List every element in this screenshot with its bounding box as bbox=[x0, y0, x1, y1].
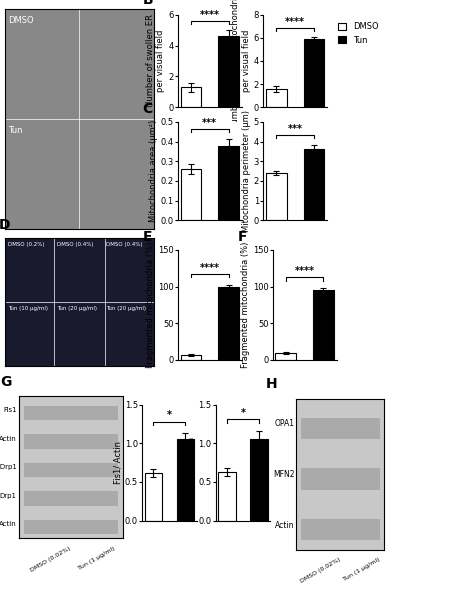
Text: ****: **** bbox=[200, 263, 220, 273]
FancyBboxPatch shape bbox=[24, 434, 118, 449]
Bar bbox=[218, 287, 239, 360]
Text: DMSO (0.4%): DMSO (0.4%) bbox=[57, 242, 93, 247]
FancyBboxPatch shape bbox=[24, 520, 118, 534]
Bar bbox=[266, 173, 287, 220]
Text: Tun (20 µg/ml): Tun (20 µg/ml) bbox=[106, 306, 146, 311]
Bar bbox=[177, 439, 194, 521]
Legend: DMSO, Tun: DMSO, Tun bbox=[335, 19, 382, 48]
Bar bbox=[218, 146, 239, 220]
Bar bbox=[181, 169, 201, 220]
Text: B: B bbox=[143, 0, 153, 8]
Bar bbox=[313, 290, 334, 360]
Text: OPA1: OPA1 bbox=[274, 419, 294, 428]
Text: DMSO: DMSO bbox=[8, 15, 33, 24]
Text: Tun (1 μg/ml): Tun (1 μg/ml) bbox=[343, 556, 381, 581]
Text: DMSO (0.02%): DMSO (0.02%) bbox=[29, 546, 71, 573]
Text: *: * bbox=[240, 408, 246, 418]
Y-axis label: p-Drp1/Actin: p-Drp1/Actin bbox=[187, 436, 196, 489]
Text: p-Drp1: p-Drp1 bbox=[0, 464, 17, 470]
FancyBboxPatch shape bbox=[24, 463, 118, 477]
Text: DMSO (0.02%): DMSO (0.02%) bbox=[300, 556, 342, 584]
FancyBboxPatch shape bbox=[301, 468, 380, 490]
Y-axis label: Number of swollen ER
per visual field: Number of swollen ER per visual field bbox=[146, 14, 165, 108]
Bar bbox=[275, 353, 296, 360]
Y-axis label: Number of swollen mitochondria
per visual field: Number of swollen mitochondria per visua… bbox=[231, 0, 251, 130]
Text: Actin: Actin bbox=[275, 521, 294, 530]
Bar bbox=[181, 355, 201, 360]
Text: C: C bbox=[143, 102, 153, 116]
Text: Tun (1 μg/ml): Tun (1 μg/ml) bbox=[78, 546, 117, 571]
Text: Actin: Actin bbox=[0, 436, 17, 441]
Text: ****: **** bbox=[200, 10, 220, 20]
Text: ***: *** bbox=[288, 124, 302, 134]
Text: MFN2: MFN2 bbox=[273, 470, 294, 479]
Text: Tun (20 µg/ml): Tun (20 µg/ml) bbox=[57, 306, 97, 311]
Text: ***: *** bbox=[202, 118, 217, 128]
Text: DMSO (0.4%): DMSO (0.4%) bbox=[106, 242, 143, 247]
Y-axis label: Fragmented mitochondria (%): Fragmented mitochondria (%) bbox=[146, 242, 155, 368]
Bar bbox=[181, 87, 201, 107]
FancyBboxPatch shape bbox=[301, 418, 380, 439]
Text: ****: **** bbox=[285, 17, 305, 27]
Text: Tun (10 µg/ml): Tun (10 µg/ml) bbox=[8, 306, 48, 311]
FancyBboxPatch shape bbox=[301, 519, 380, 540]
Y-axis label: Fragmented mitochondria (%): Fragmented mitochondria (%) bbox=[241, 242, 250, 368]
Bar bbox=[250, 439, 268, 521]
FancyBboxPatch shape bbox=[24, 406, 118, 420]
Bar bbox=[218, 472, 236, 521]
Y-axis label: Mitochondria area (μm²): Mitochondria area (μm²) bbox=[148, 120, 157, 222]
Text: Actin: Actin bbox=[0, 521, 17, 527]
Y-axis label: Fis1/ Actin: Fis1/ Actin bbox=[113, 441, 122, 484]
Text: ****: **** bbox=[294, 267, 315, 276]
FancyBboxPatch shape bbox=[24, 491, 118, 506]
Text: Fis1: Fis1 bbox=[3, 407, 17, 413]
Text: Tun: Tun bbox=[8, 126, 22, 134]
Text: H: H bbox=[265, 377, 277, 391]
Text: F: F bbox=[237, 230, 247, 245]
Text: DMSO (0.2%): DMSO (0.2%) bbox=[8, 242, 44, 247]
Y-axis label: Mitochondria perimeter (μm): Mitochondria perimeter (μm) bbox=[242, 110, 251, 232]
Text: G: G bbox=[0, 374, 11, 389]
Bar bbox=[218, 36, 239, 107]
Bar bbox=[303, 39, 324, 107]
Bar bbox=[145, 472, 162, 521]
Text: D: D bbox=[0, 218, 10, 231]
Text: *: * bbox=[167, 411, 172, 421]
Bar bbox=[303, 149, 324, 220]
Text: Drp1: Drp1 bbox=[0, 493, 17, 499]
Bar bbox=[266, 89, 287, 107]
Text: E: E bbox=[143, 230, 152, 245]
Text: A: A bbox=[0, 0, 9, 2]
